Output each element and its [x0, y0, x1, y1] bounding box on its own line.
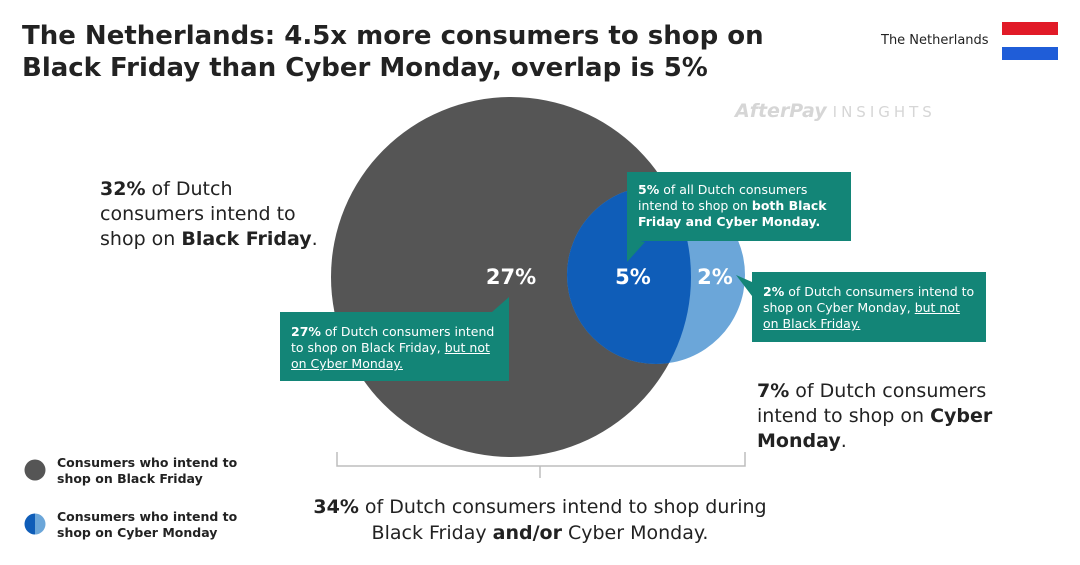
- region-label-cm-only: 2%: [697, 265, 733, 289]
- callout-cm-pct: 2%: [763, 284, 785, 299]
- callout-bf-pct: 27%: [291, 324, 321, 339]
- brand-suffix: INSIGHTS: [832, 103, 936, 121]
- union-label: 34% of Dutch consumers intend to shop du…: [300, 494, 780, 546]
- callout-both-pct: 5%: [638, 182, 660, 197]
- netherlands-flag-icon: [1002, 22, 1058, 60]
- bf-total-label: 32% of Dutch consumers intend to shop on…: [100, 177, 330, 252]
- flag-stripe-white: [1002, 34, 1058, 48]
- bf-total-pct: 32%: [100, 178, 146, 200]
- bf-total-text: of Dutch consumers intend to shop on: [100, 178, 296, 250]
- callout-both: 5% of all Dutch consumers intend to shop…: [627, 172, 851, 241]
- legend-item-black-friday: Consumers who intend to shop on Black Fr…: [24, 455, 247, 487]
- country-label: The Netherlands: [881, 33, 989, 48]
- bf-total-bold: Black Friday: [181, 228, 312, 250]
- split-blue-circle-icon: [24, 513, 46, 535]
- callout-both-pointer: [627, 238, 645, 262]
- page-title: The Netherlands: 4.5x more consumers to …: [22, 21, 764, 83]
- callout-bf-pointer: [492, 297, 509, 312]
- callout-both-bold: both Black Friday and Cyber Monday.: [638, 198, 827, 229]
- cm-total-label: 7% of Dutch consumers intend to shop on …: [757, 379, 1007, 454]
- union-post: Cyber Monday.: [561, 522, 709, 544]
- cm-total-pct: 7%: [757, 380, 790, 402]
- brand-logo: AfterPay INSIGHTS: [735, 100, 936, 122]
- callout-bf-text: of Dutch consumers intend to shop on Bla…: [291, 324, 495, 355]
- callout-cm-text: of Dutch consumers intend to shop on Cyb…: [763, 284, 975, 315]
- legend-label-cyber-monday: Consumers who intend to shop on Cyber Mo…: [57, 509, 238, 540]
- overlap-region: [567, 186, 691, 364]
- flag-stripe-blue: [1002, 47, 1058, 60]
- flag-stripe-red: [1002, 22, 1058, 35]
- union-text: of Dutch consumers intend to shop during…: [358, 496, 767, 544]
- callout-bf-only: 27% of Dutch consumers intend to shop on…: [280, 312, 509, 381]
- legend-item-cyber-monday: Consumers who intend to shop on Cyber Mo…: [24, 509, 247, 541]
- grey-circle-icon: [24, 459, 46, 481]
- callout-bf-underline: but not on Cyber Monday.: [291, 340, 490, 371]
- brand-name: AfterPay: [735, 100, 827, 122]
- region-label-both: 5%: [615, 265, 651, 289]
- cm-total-bold: Cyber Monday: [757, 405, 993, 452]
- legend-label-black-friday: Consumers who intend to shop on Black Fr…: [57, 455, 238, 486]
- cm-total-text: of Dutch consumers intend to shop on: [757, 380, 987, 427]
- region-label-bf-only: 27%: [486, 265, 536, 289]
- callout-both-text: of all Dutch consumers intend to shop on: [638, 182, 808, 213]
- callout-cm-underline: but not on Black Friday.: [763, 300, 960, 331]
- bf-total-post: .: [311, 228, 318, 250]
- callout-cm-pointer: [736, 275, 752, 296]
- union-bold: and/or: [492, 522, 562, 544]
- union-bracket: [336, 452, 746, 478]
- callout-cm-only: 2% of Dutch consumers intend to shop on …: [752, 272, 986, 342]
- union-pct: 34%: [313, 496, 359, 518]
- cm-total-post: .: [840, 430, 847, 452]
